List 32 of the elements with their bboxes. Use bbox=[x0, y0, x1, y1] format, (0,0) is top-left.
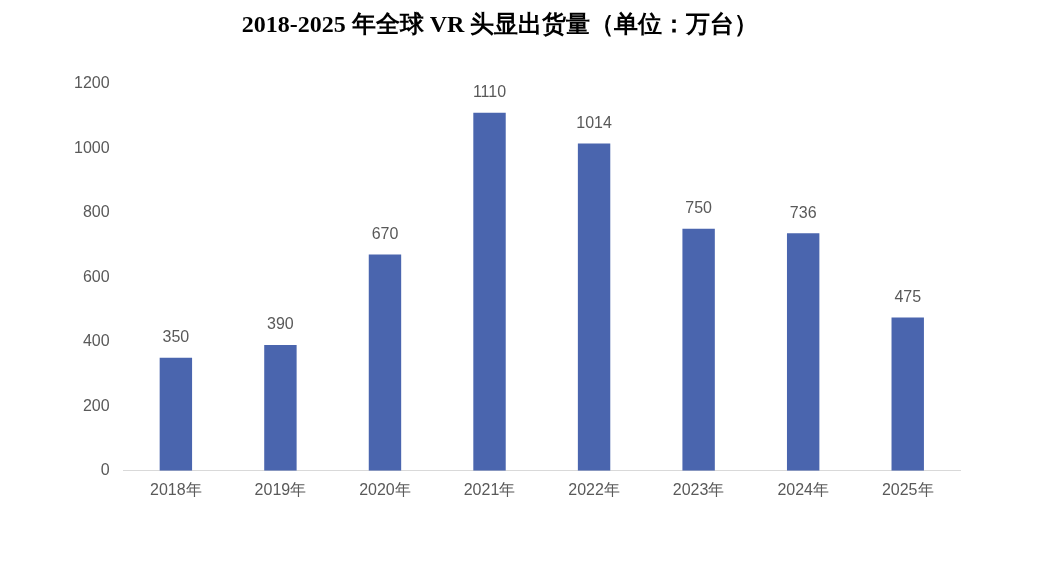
x-tick-label: 2024年 bbox=[777, 480, 829, 498]
data-label: 390 bbox=[267, 315, 294, 333]
x-tick-label: 2018年 bbox=[150, 480, 202, 498]
x-tick-label: 2019年 bbox=[254, 480, 307, 498]
x-tick-label: 2020年 bbox=[359, 480, 411, 498]
y-tick-label: 400 bbox=[82, 332, 110, 350]
bar bbox=[264, 344, 297, 471]
bar bbox=[891, 317, 924, 471]
y-tick-label: 600 bbox=[82, 267, 110, 285]
bar bbox=[577, 143, 611, 471]
bar bbox=[368, 254, 402, 471]
y-tick-label: 200 bbox=[82, 396, 110, 414]
y-tick-label: 800 bbox=[82, 203, 110, 221]
x-tick-label: 2023年 bbox=[672, 480, 725, 498]
data-label: 736 bbox=[789, 203, 817, 221]
y-tick-label: 1000 bbox=[74, 138, 110, 156]
data-label: 1110 bbox=[472, 83, 507, 101]
data-label: 750 bbox=[685, 199, 713, 217]
bar bbox=[473, 112, 506, 471]
data-label: 1014 bbox=[576, 114, 612, 132]
y-tick-label: 0 bbox=[100, 461, 110, 479]
x-tick-label: 2025年 bbox=[881, 480, 934, 498]
data-label: 475 bbox=[894, 287, 922, 305]
y-tick-label: 1200 bbox=[74, 74, 110, 92]
bar bbox=[159, 357, 193, 471]
chart-title: 2018-2025 年全球 VR 头显出货量（单位：万台） bbox=[240, 10, 760, 39]
bar bbox=[682, 228, 715, 471]
data-label: 670 bbox=[371, 225, 399, 243]
x-tick-label: 2021年 bbox=[463, 480, 516, 498]
x-tick-label: 2022年 bbox=[568, 480, 620, 498]
bar bbox=[786, 233, 820, 471]
data-label: 350 bbox=[162, 328, 190, 346]
